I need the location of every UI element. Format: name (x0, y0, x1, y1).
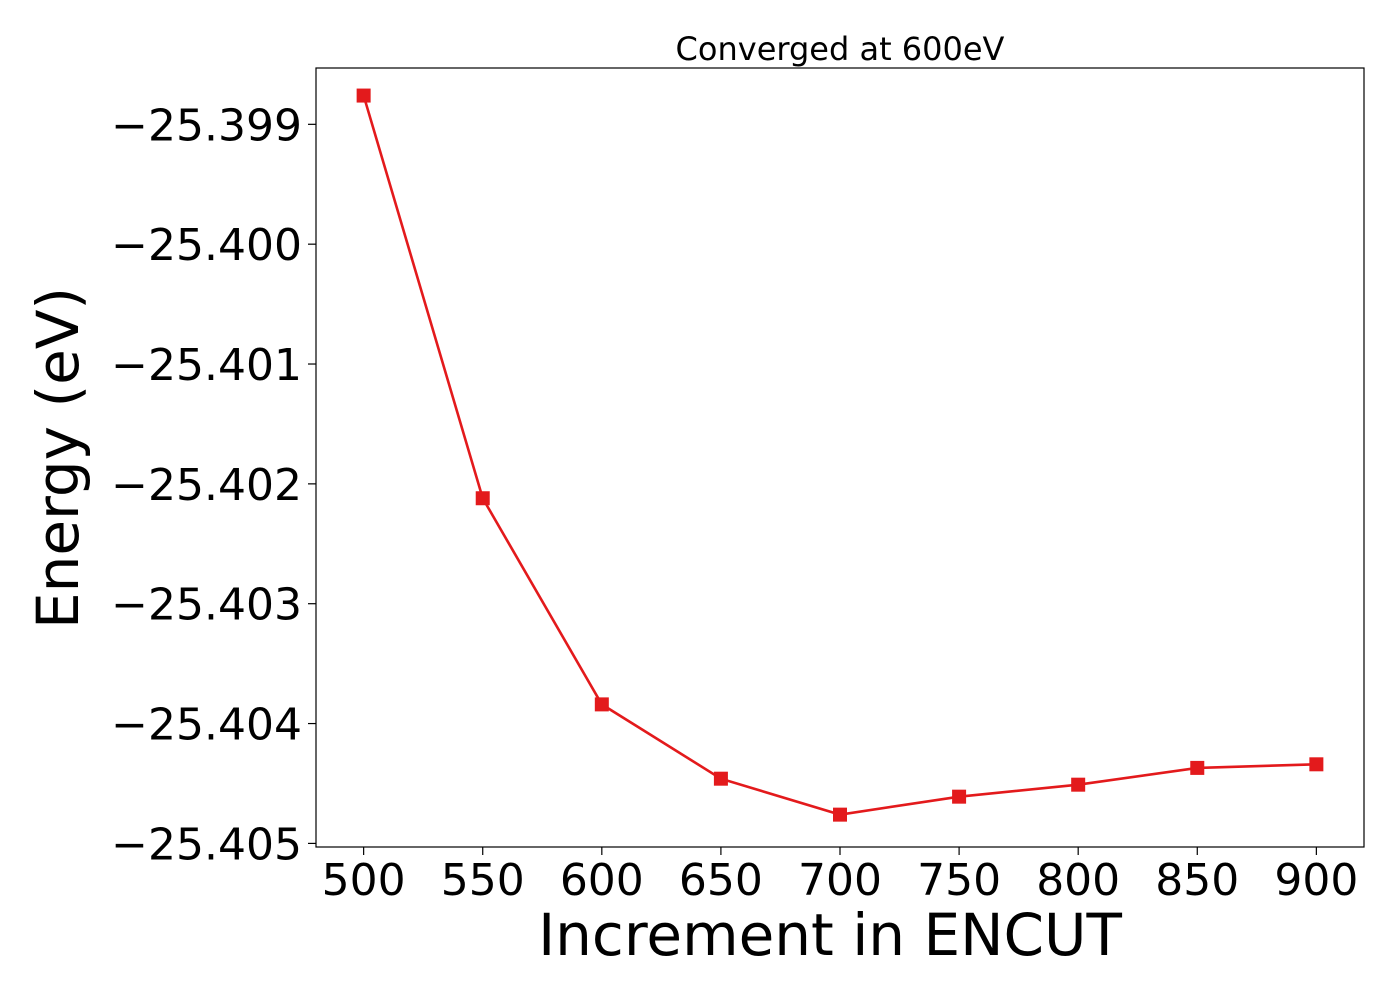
x-tick-label: 850 (1155, 855, 1239, 906)
data-point (594, 697, 609, 712)
data-point (713, 771, 728, 786)
y-tick-label: −25.399 (111, 100, 302, 151)
x-tick-label: 800 (1036, 855, 1120, 906)
data-point (1309, 757, 1324, 772)
data-point (1190, 760, 1205, 775)
x-tick-label: 750 (917, 855, 1001, 906)
y-tick-label: −25.404 (111, 700, 302, 751)
x-tick-label: 650 (679, 855, 763, 906)
x-tick-label: 550 (441, 855, 525, 906)
plot-area (356, 88, 1324, 822)
x-tick-label: 700 (798, 855, 882, 906)
data-point (1071, 777, 1086, 792)
y-tick-label: −25.405 (111, 819, 302, 870)
x-axis: 500 550 600 650 700 750 800 850 900 (322, 847, 1358, 906)
data-point (833, 807, 847, 822)
x-axis-title: Increment in ENCUT (538, 901, 1122, 969)
y-axis: −25.399 −25.400 −25.401 −25.402 −25.403 −25.4… (111, 100, 316, 870)
data-point (356, 88, 371, 103)
chart-title: Converged at 600eV (676, 30, 1005, 68)
y-axis-title: Energy (eV) (24, 287, 92, 629)
y-tick-label: −25.402 (111, 460, 302, 511)
data-point (952, 789, 967, 804)
x-tick-label: 600 (560, 855, 644, 906)
y-tick-label: −25.403 (111, 580, 302, 631)
data-point (475, 491, 490, 506)
y-tick-label: −25.400 (111, 220, 302, 271)
x-tick-label: 500 (322, 855, 406, 906)
x-tick-label: 900 (1274, 855, 1358, 906)
y-tick-label: −25.401 (111, 340, 302, 391)
